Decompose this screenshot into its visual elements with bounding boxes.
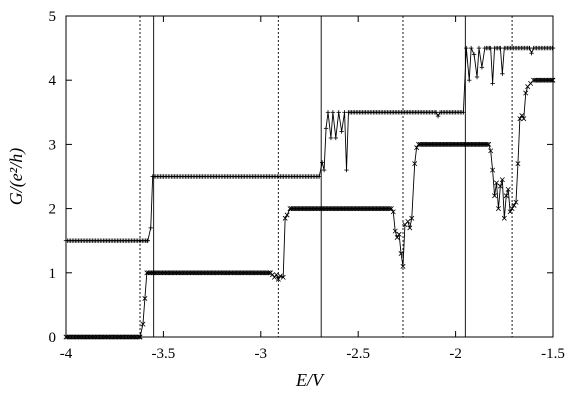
data-point [390,209,396,215]
data-point [333,135,338,141]
data-point [488,148,494,154]
data-point [400,263,406,269]
x-axis-label: E/V [295,370,325,390]
data-point [494,180,499,186]
series-line [66,79,553,338]
x-tick-label: -2 [449,346,462,362]
data-point [486,141,492,147]
x-tick-label: -3.5 [152,346,176,362]
data-point [507,209,513,215]
data-point [336,110,341,115]
data-point [490,167,496,173]
y-tick-label: 2 [49,202,57,218]
data-point [476,45,482,51]
x-axis: -4 -3.5 -3 -2.5 -2 -1.5 [60,16,565,362]
data-point [396,231,402,237]
data-point [527,45,532,51]
data-point [435,113,441,119]
data-point [433,110,439,115]
series-0 [63,45,556,243]
data-point [270,272,275,278]
y-axis: 0 1 2 3 4 5 [49,9,553,346]
data-point [488,45,493,51]
data-point [275,276,281,282]
data-point [479,65,485,70]
data-point [515,161,521,167]
data-point [267,270,273,276]
data-point [509,206,515,212]
data-point [501,215,507,221]
data-point [280,274,286,280]
y-tick-label: 1 [49,266,57,282]
data-point [271,274,277,280]
data-point [497,183,503,189]
data-point [498,45,503,51]
data-point [265,270,271,276]
plot-frame [65,15,554,338]
data-point [484,141,490,147]
data-point [412,161,418,167]
data-point [492,193,498,199]
data-point [284,212,290,218]
x-tick-label: -1.5 [541,346,565,362]
data-point [142,295,148,301]
data-point [398,251,404,257]
data-point [140,321,146,327]
x-tick-label: -3 [255,346,268,362]
data-point [407,225,413,231]
data-point [145,238,151,243]
x-tick-label: -2.5 [346,346,370,362]
data-point [323,126,329,131]
data-point [344,167,349,173]
series-1 [63,77,556,340]
data-point [319,160,325,165]
y-tick-label: 0 [49,330,57,346]
data-point [282,215,288,221]
data-point [517,116,523,122]
data-point [328,135,334,141]
data-point [519,113,525,118]
data-point [277,273,283,279]
data-point [521,116,527,122]
data-point [317,174,322,179]
data-point [273,272,279,278]
x-tick-label: -4 [60,346,73,362]
data-point [499,177,505,183]
data-point [513,199,519,205]
y-tick-label: 4 [49,73,57,89]
data-point [474,74,480,80]
data-point [330,110,336,115]
data-point [392,228,398,234]
data-point [394,235,400,240]
series-layer [63,45,556,340]
data-point [467,78,472,83]
data-point [505,186,511,192]
y-axis-label: G/(e²/h) [6,148,27,205]
data-point [148,225,153,231]
data-point [490,81,495,86]
data-point [495,206,501,212]
data-point [325,110,331,115]
data-point [511,202,517,208]
data-point [503,193,509,199]
data-point [461,110,466,115]
data-point [339,129,344,134]
y-tick-label: 5 [49,9,57,25]
data-point [523,90,529,96]
data-point [321,167,327,173]
data-point [500,71,505,76]
data-point [529,51,534,56]
y-tick-label: 3 [49,137,57,153]
data-point [409,215,415,221]
data-point [471,52,477,57]
data-point [388,206,394,212]
data-point [464,45,469,51]
data-point [468,45,474,51]
data-point [405,218,411,224]
data-point [342,110,347,115]
